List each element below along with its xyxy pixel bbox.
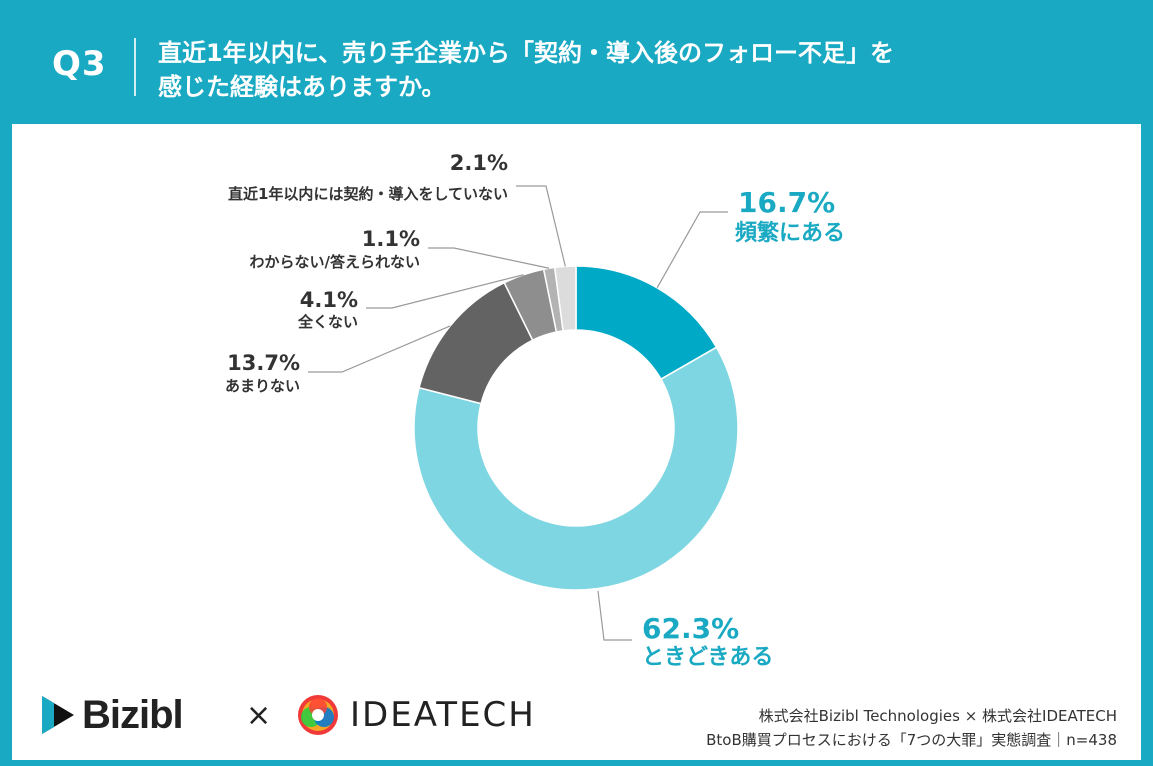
- category-label-no-contract: 直近1年以内には契約・導入をしていない: [228, 185, 508, 203]
- chart-leader-lines: [308, 185, 728, 641]
- play-icon: [42, 696, 74, 734]
- category-label-never: 全くない: [297, 313, 358, 331]
- leader-line-sometimes: [597, 590, 632, 641]
- ideatech-wordmark: IDEATECH: [350, 695, 536, 735]
- leader-line-never: [366, 274, 524, 309]
- header: Q3 直近1年以内に、売り手企業から「契約・導入後のフォロー不足」を 感じた経験…: [0, 0, 1153, 120]
- question-number: Q3: [52, 44, 107, 84]
- category-label-rarely: あまりない: [225, 377, 300, 395]
- chart-slices: [413, 265, 739, 591]
- slice-sometimes: [413, 346, 739, 591]
- credits: 株式会社Bizibl Technologies × 株式会社IDEATECH B…: [706, 704, 1117, 752]
- slice-no-contract: [553, 265, 577, 332]
- value-label-never: 4.1%: [300, 288, 358, 312]
- chart-panel: [12, 124, 1141, 760]
- value-label-unknown: 1.1%: [362, 227, 420, 251]
- value-label-frequent: 16.7%: [738, 186, 835, 219]
- chart-labels: 16.7%頻繁にある 62.3%ときどきある 13.7% あまりない 4.1%全くない 1…: [225, 151, 845, 670]
- leader-line-no-contract: [516, 185, 566, 267]
- credit-companies: 株式会社Bizibl Technologies × 株式会社IDEATECH: [758, 707, 1117, 725]
- leader-line-frequent: [656, 211, 728, 289]
- value-label-no-contract: 2.1%: [450, 151, 508, 175]
- collab-times: ×: [246, 698, 272, 733]
- question-title-line2: 感じた経験はありますか。: [158, 73, 446, 101]
- leader-line-unknown: [428, 247, 550, 269]
- question-title-line1: 直近1年以内に、売り手企業から「契約・導入後のフォロー不足」を: [158, 39, 894, 67]
- leader-line-rarely: [308, 325, 451, 373]
- category-label-unknown: わからない/答えられない: [250, 253, 420, 271]
- bizibl-logo: Bizibl: [38, 690, 184, 740]
- category-label-sometimes: ときどきある: [642, 645, 773, 670]
- value-label-sometimes: 62.3%: [642, 612, 739, 645]
- value-label-rarely: 13.7%: [227, 351, 300, 375]
- header-divider: [134, 38, 136, 96]
- credit-survey: BtoB購買プロセスにおける「7つの大罪」実態調査｜n=438: [706, 731, 1117, 749]
- color-wheel-icon: [298, 695, 338, 735]
- bizibl-wordmark: Bizibl: [82, 692, 184, 737]
- question-title: 直近1年以内に、売り手企業から「契約・導入後のフォロー不足」を 感じた経験はあり…: [158, 36, 1118, 104]
- category-label-frequent: 頻繁にある: [735, 220, 845, 246]
- ideatech-logo: IDEATECH: [296, 690, 536, 740]
